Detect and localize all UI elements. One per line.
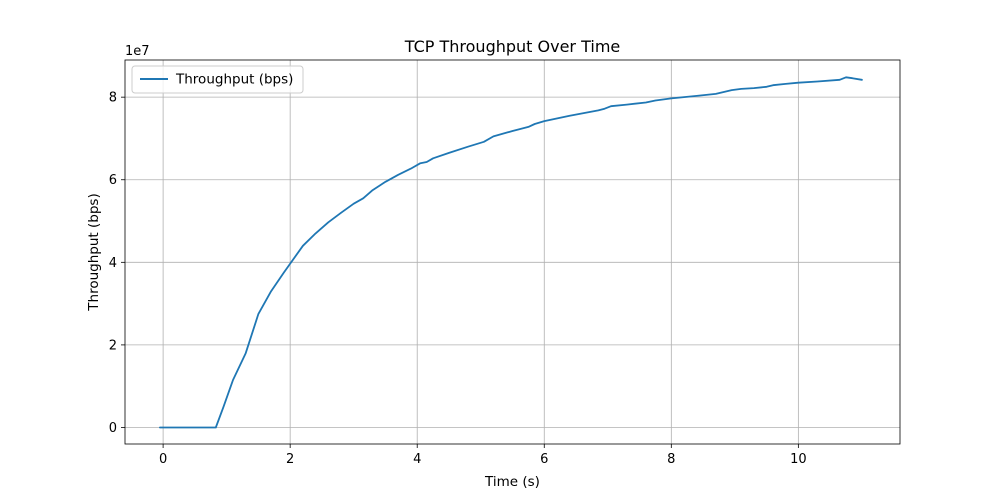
series-layer — [159, 76, 863, 429]
x-tick-label: 4 — [413, 452, 421, 467]
y-tick-label: 6 — [109, 173, 117, 188]
plot-area-frame — [124, 59, 901, 445]
y-offset-text: 1e7 — [125, 44, 150, 59]
y-tick-label: 4 — [109, 256, 117, 271]
legend-label: Throughput (bps) — [175, 72, 293, 88]
legend-box — [131, 65, 304, 94]
x-tick-label: 6 — [540, 452, 548, 467]
x-axis-label: Time (s) — [484, 474, 540, 490]
ticks: 0 2 4 6 8 10 0 2 4 6 8 — [109, 91, 807, 467]
chart-title: TCP Throughput Over Time — [404, 37, 621, 56]
y-tick-label: 2 — [109, 338, 117, 353]
x-tick-label: 0 — [159, 452, 167, 467]
throughput-series-line — [159, 76, 863, 429]
x-tick-label: 2 — [286, 452, 294, 467]
y-tick-label: 8 — [109, 91, 117, 106]
y-tick-label: 0 — [109, 421, 117, 436]
grid — [125, 60, 900, 444]
legend: Throughput (bps) — [131, 65, 304, 94]
x-tick-label: 8 — [667, 452, 675, 467]
x-tick-label: 10 — [790, 452, 807, 467]
y-axis-label: Throughput (bps) — [86, 193, 102, 311]
